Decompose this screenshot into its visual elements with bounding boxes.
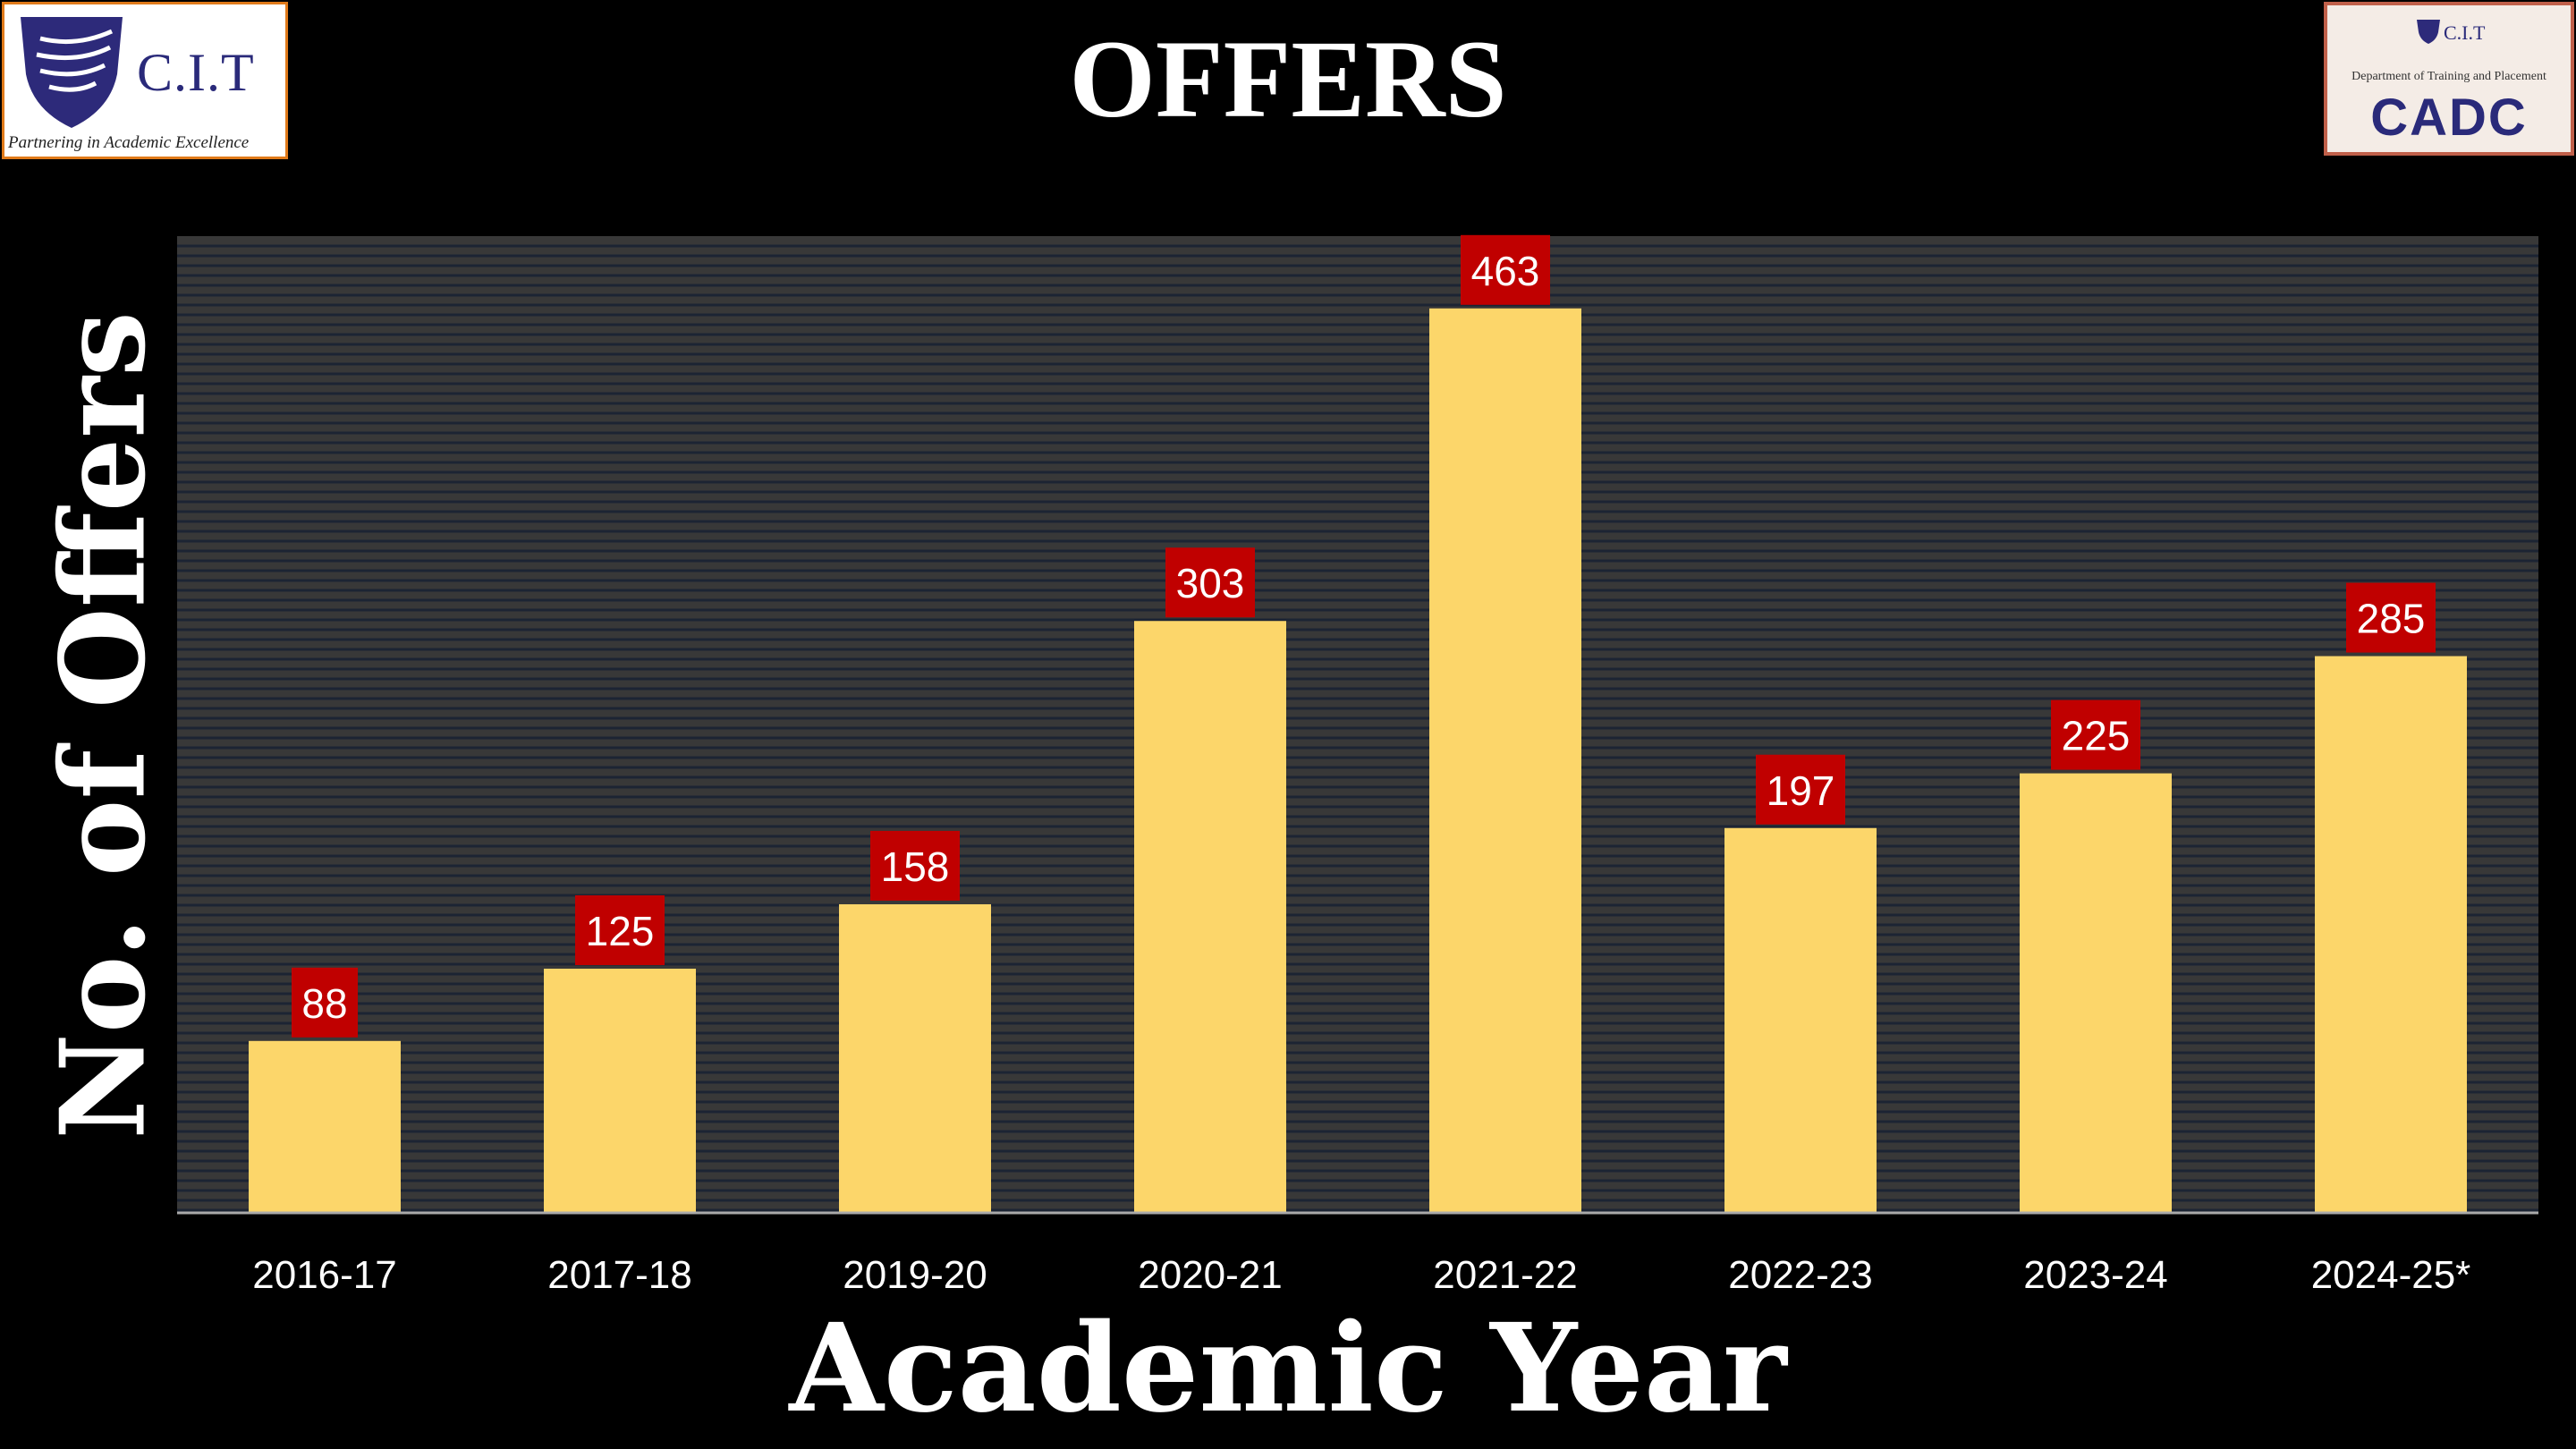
data-label-box [292,967,358,1038]
cadc-logo: C.I.T Department of Training and Placeme… [2324,2,2574,156]
x-tick-label: 2023-24 [2023,1253,2167,1297]
x-axis-label: Academic Year [789,1297,1787,1440]
bar [1429,308,1581,1214]
cadc-cit-text: C.I.T [2444,21,2486,44]
cit-logo: C.I.T Partnering in Academic Excellence [2,2,288,159]
data-label-box [575,895,665,965]
chart-title: OFFERS [1069,18,1507,140]
bar [2315,656,2467,1213]
cadc-brand-text: CADC [2370,89,2528,147]
x-tick-label: 2019-20 [843,1253,987,1297]
data-label: 125 [586,908,655,954]
x-tick-label: 2021-22 [1433,1253,1577,1297]
x-tick-label: 2020-21 [1138,1253,1282,1297]
data-label: 88 [301,980,347,1027]
data-label-box [2346,582,2436,653]
x-tick-label: 2022-23 [1728,1253,1872,1297]
cit-tagline: Partnering in Academic Excellence [8,133,250,152]
cit-logo-text: C.I.T [137,43,255,102]
data-label: 197 [1767,767,1835,814]
data-label: 225 [2062,713,2131,759]
bar [249,1040,401,1213]
bar [1134,621,1286,1213]
data-label-box [1165,547,1255,618]
data-label: 285 [2357,596,2426,642]
department-text: Department of Training and Placement [2351,70,2546,83]
cit-mini-shield-icon [2417,20,2440,44]
bar [839,903,991,1213]
y-axis-label: No. of Offers [34,311,172,1140]
data-label: 158 [881,843,950,890]
data-label-box [2051,699,2140,770]
data-label: 463 [1471,248,1540,294]
data-label: 303 [1176,560,1245,606]
x-tick-label: 2016-17 [252,1253,396,1297]
x-tick-label: 2017-18 [547,1253,691,1297]
bar [1724,827,1877,1213]
x-tick-label: 2024-25* [2311,1253,2471,1297]
bar [544,969,696,1213]
data-label-box [870,830,960,901]
bar [2020,773,2172,1213]
data-label-box [1461,234,1550,305]
cit-shield-icon [21,17,123,128]
data-label-box [1756,754,1845,825]
